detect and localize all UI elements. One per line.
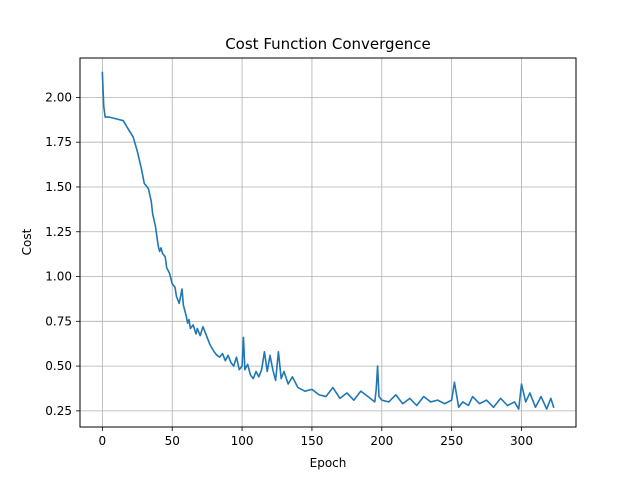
y-tick-label: 1.50 bbox=[45, 180, 72, 194]
x-tick-label: 150 bbox=[300, 434, 323, 448]
x-tick-label: 50 bbox=[165, 434, 180, 448]
x-tick-label: 300 bbox=[510, 434, 533, 448]
x-tick-label: 0 bbox=[99, 434, 107, 448]
series-layer bbox=[101, 71, 555, 410]
y-tick-label: 0.75 bbox=[45, 314, 72, 328]
x-tick-label: 200 bbox=[370, 434, 393, 448]
chart-title: Cost Function Convergence bbox=[225, 35, 431, 53]
y-tick-label: 1.25 bbox=[45, 225, 72, 239]
y-tick-label: 1.00 bbox=[45, 270, 72, 284]
y-tick-label: 1.75 bbox=[45, 135, 72, 149]
grid bbox=[80, 58, 576, 427]
y-tick-label: 0.25 bbox=[45, 404, 72, 418]
y-tick-label: 0.50 bbox=[45, 359, 72, 373]
ticks: 0 50 100 150 200 250 300 0.25 0.50 0.75 1.00 1.25 1.… bbox=[45, 90, 533, 448]
x-axis-label: Epoch bbox=[310, 456, 347, 470]
x-tick-label: 250 bbox=[440, 434, 463, 448]
y-tick-label: 2.00 bbox=[45, 90, 72, 104]
x-tick-label: 100 bbox=[231, 434, 254, 448]
plot-frame bbox=[79, 57, 577, 428]
y-axis-label: Cost bbox=[20, 228, 34, 255]
cost-series-line bbox=[101, 71, 555, 410]
